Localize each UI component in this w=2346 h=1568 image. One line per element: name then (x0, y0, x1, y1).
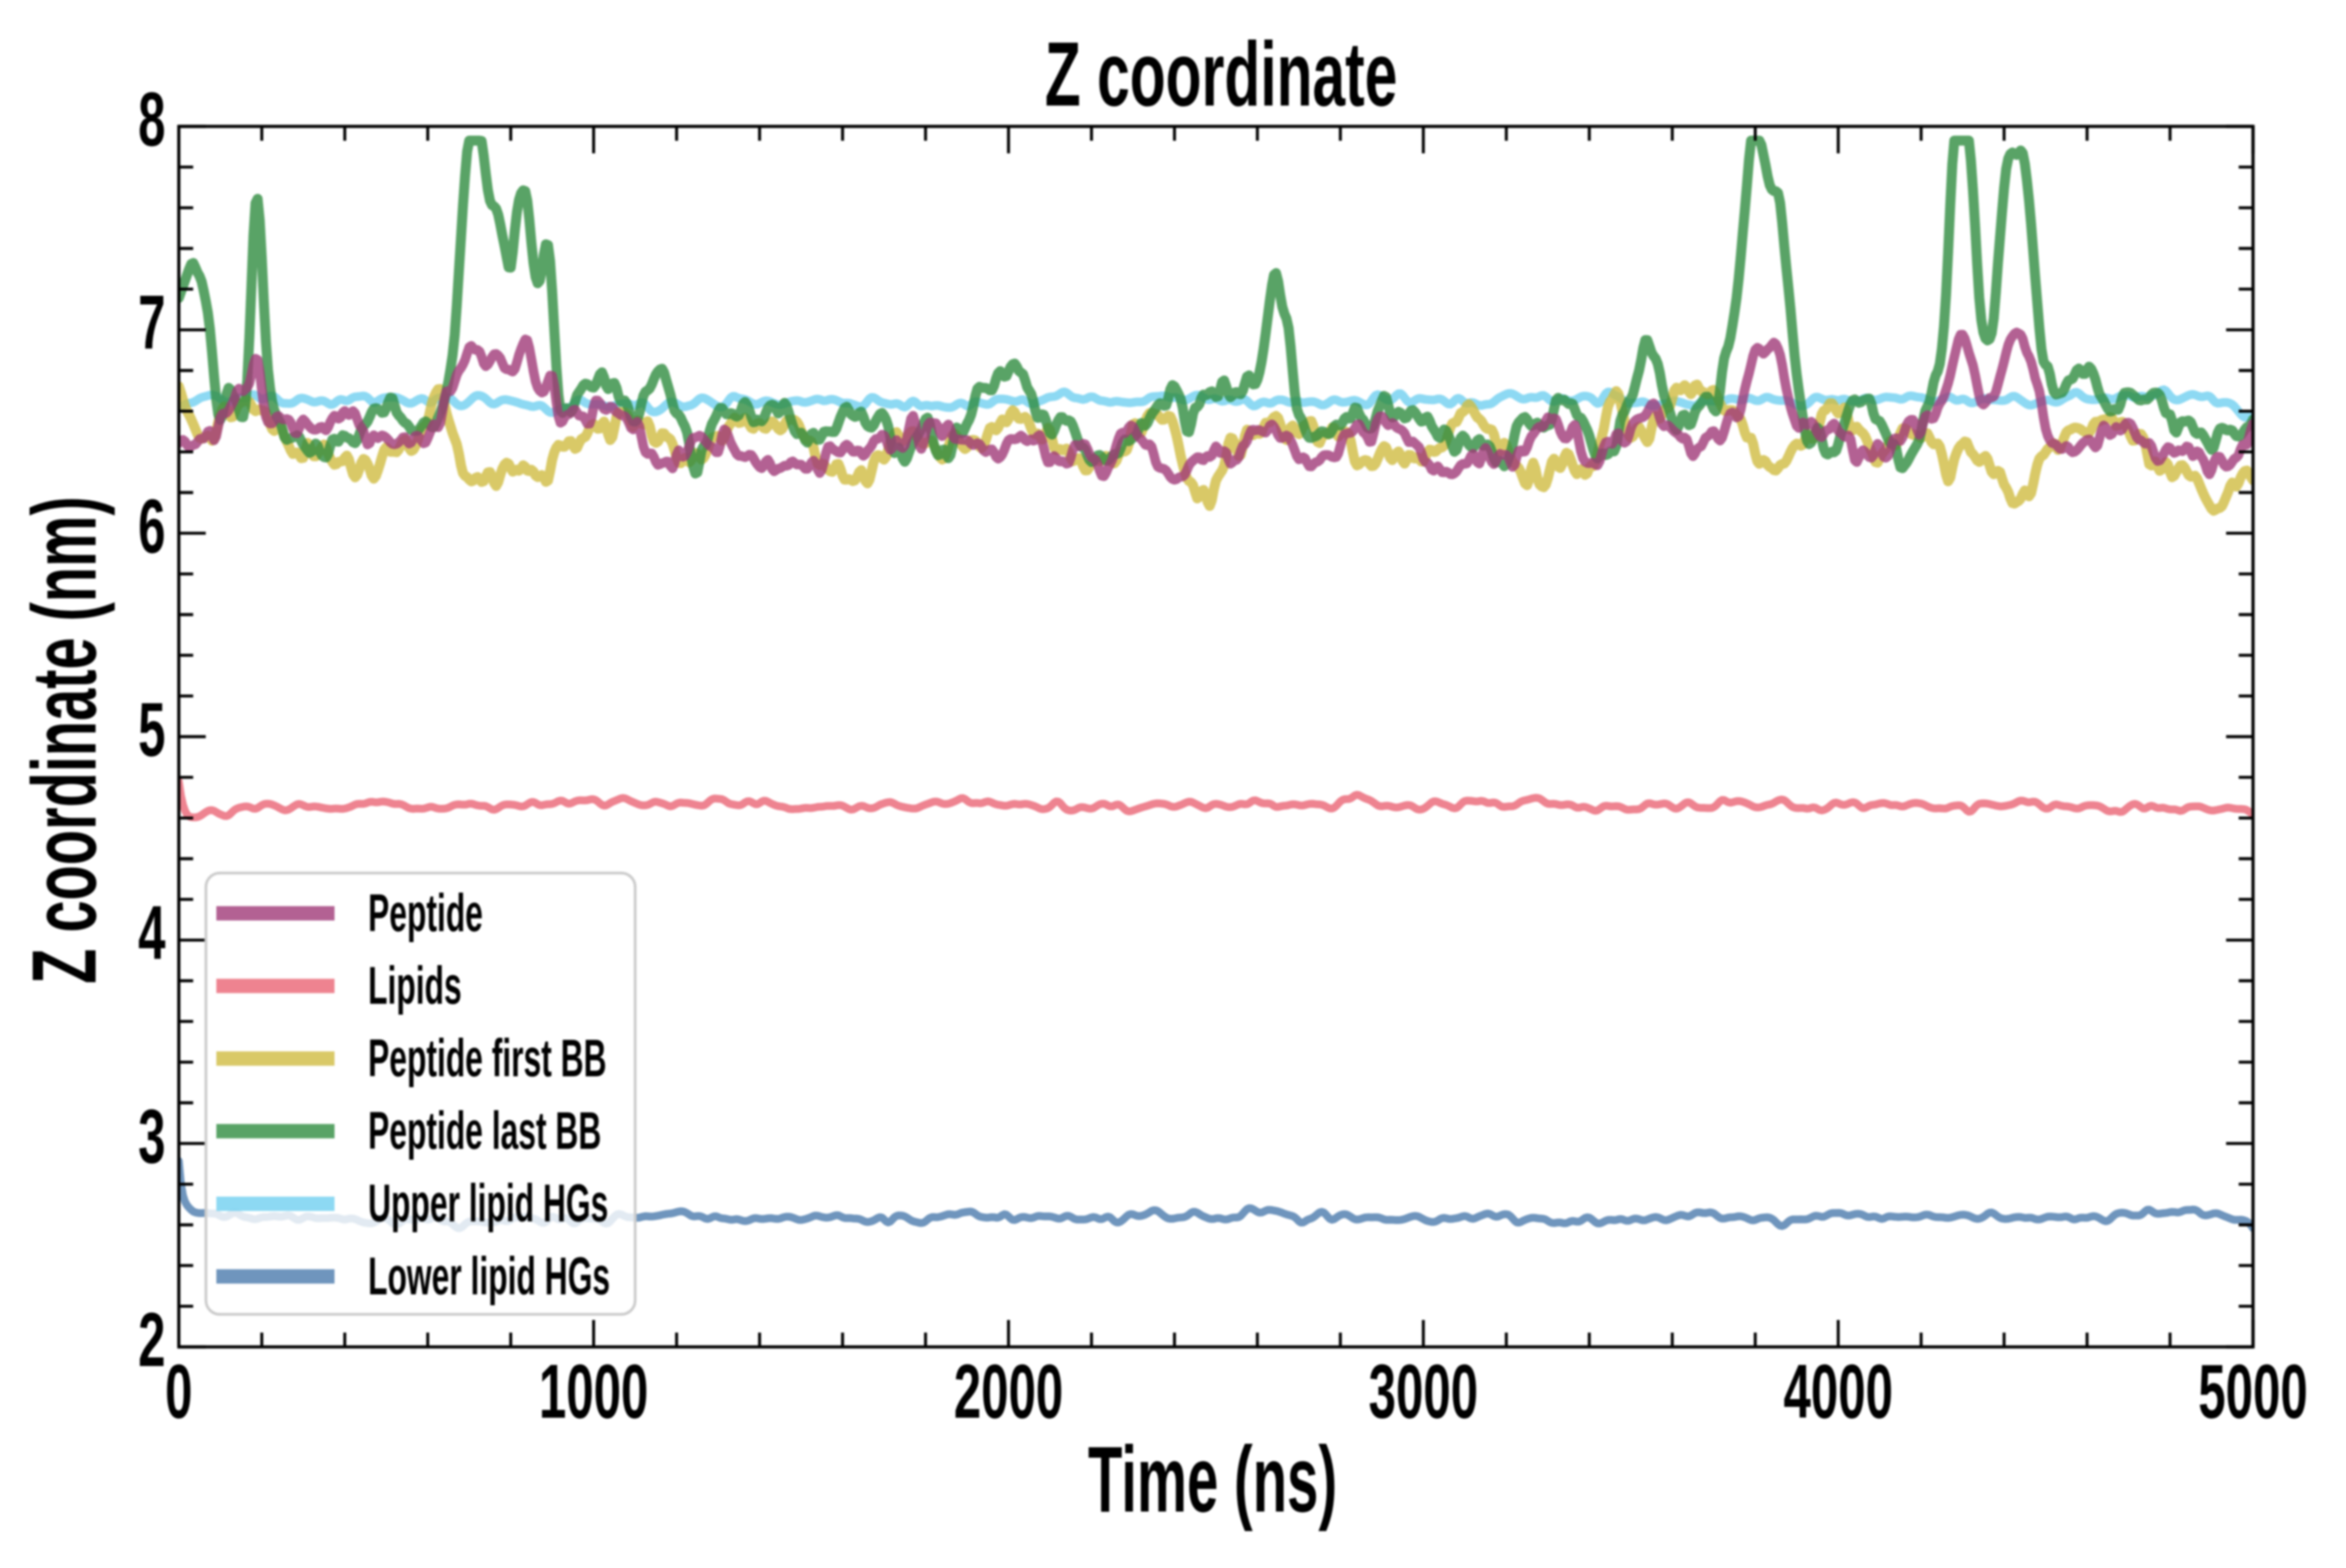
svg-text:2000: 2000 (954, 1348, 1064, 1434)
svg-text:Time (ns): Time (ns) (1088, 1426, 1337, 1532)
svg-text:4000: 4000 (1784, 1348, 1893, 1434)
svg-text:5: 5 (138, 686, 165, 772)
svg-text:4: 4 (138, 890, 165, 976)
svg-text:2: 2 (138, 1297, 165, 1383)
svg-text:8: 8 (138, 76, 165, 162)
svg-text:Upper lipid HGs: Upper lipid HGs (368, 1173, 609, 1233)
svg-text:Z coordinate (nm): Z coordinate (nm) (12, 496, 115, 983)
svg-text:Peptide first BB: Peptide first BB (368, 1028, 607, 1088)
svg-text:3: 3 (138, 1094, 165, 1180)
svg-text:5000: 5000 (2198, 1348, 2308, 1434)
svg-text:7: 7 (138, 280, 165, 366)
svg-text:Z coordinate: Z coordinate (1045, 23, 1398, 126)
svg-text:Lipids: Lipids (368, 956, 462, 1016)
svg-text:3000: 3000 (1368, 1348, 1478, 1434)
svg-text:1000: 1000 (539, 1348, 648, 1434)
svg-text:Peptide last BB: Peptide last BB (368, 1101, 601, 1161)
svg-text:6: 6 (138, 483, 165, 569)
svg-text:0: 0 (165, 1348, 192, 1434)
svg-text:Lower lipid HGs: Lower lipid HGs (368, 1246, 611, 1306)
svg-text:Peptide: Peptide (368, 883, 483, 943)
